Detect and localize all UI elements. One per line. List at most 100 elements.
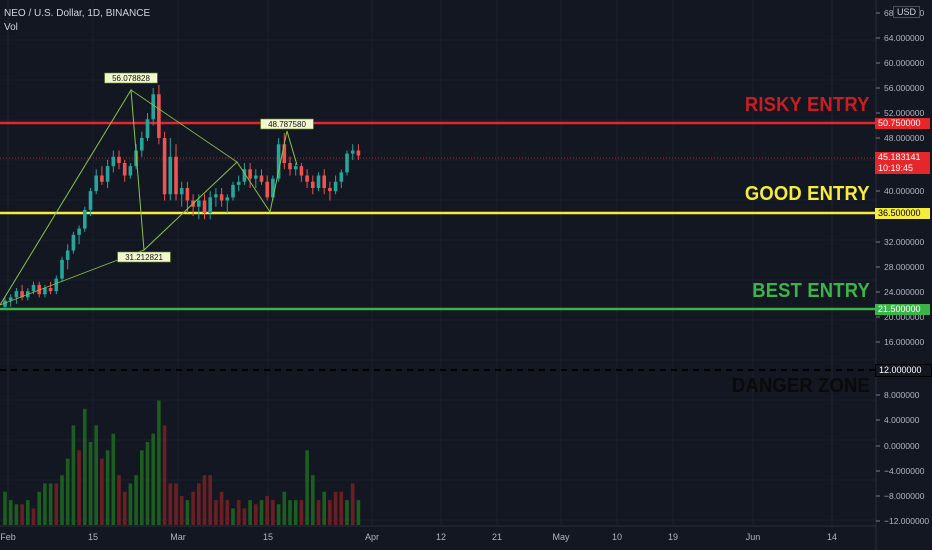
time-tick-label: 15 [263, 532, 273, 542]
volume-bar [105, 450, 110, 525]
time-tick-label: Feb [0, 532, 16, 542]
volume-bar [276, 504, 281, 525]
pattern-leg [130, 89, 238, 163]
danger-zone-label: DANGER ZONE [732, 375, 870, 397]
candle-body [219, 194, 224, 201]
price-tick-label: 32.000000 [884, 237, 924, 247]
volume-bar [254, 504, 258, 525]
candle-body [185, 188, 190, 201]
volume-bar [83, 408, 87, 525]
risky-entry-label: RISKY ENTRY [745, 94, 870, 116]
volume-bar [117, 475, 121, 525]
volume-bar [316, 500, 321, 525]
candle-body [339, 172, 344, 182]
volume-bar [328, 500, 332, 525]
volume-bar [271, 500, 275, 525]
candle-body [214, 194, 218, 198]
best-entry-label: BEST ENTRY [752, 280, 870, 302]
volume-bar [111, 433, 116, 525]
volume-bar [356, 500, 361, 525]
candle-body [37, 284, 41, 295]
second-peak-value-label: 48.787580 [268, 120, 306, 129]
candle-body [208, 197, 212, 213]
time-tick-label: 14 [827, 532, 837, 542]
candle-body [322, 175, 326, 188]
candle-body [225, 197, 230, 201]
price-tick-label: 48.000000 [884, 133, 924, 143]
volume-bar [179, 495, 184, 525]
price-tick-label: 8.000000 [884, 390, 920, 400]
price-tick-label: 16.000000 [884, 337, 924, 347]
time-tick-label: May [552, 532, 570, 542]
good-level-tag: 36.500000 [875, 208, 930, 219]
candle-body [100, 175, 104, 182]
candle-body [145, 119, 150, 138]
time-tick-label: 15 [88, 532, 98, 542]
volume-bar [157, 400, 161, 525]
price-tick-label: 4.000000 [884, 415, 920, 425]
second-peak-value-label-bg [260, 118, 314, 130]
candle-body [20, 291, 24, 298]
candle-body [117, 156, 121, 163]
volume-bar [208, 475, 212, 525]
symbol-title[interactable]: NEO / U.S. Dollar, 1D, BINANCE [4, 8, 151, 19]
candle-body [151, 94, 155, 120]
time-tick-label: 21 [492, 532, 502, 542]
volume-bar [282, 491, 287, 525]
volume-bar [8, 500, 13, 525]
candle-body [174, 156, 178, 195]
candle-body [350, 150, 355, 154]
volume-bar [333, 491, 338, 525]
volume-bar [242, 508, 247, 525]
volume-bar [128, 483, 133, 525]
time-tick-label: Mar [170, 532, 186, 542]
price-tick-label: 20.000000 [884, 312, 924, 322]
candle-body [83, 209, 87, 229]
volume-bar [71, 425, 76, 525]
bar-countdown: 10:19:45 [875, 163, 930, 174]
volume-bar [3, 491, 7, 525]
time-tick-label: Jun [746, 532, 761, 542]
volume-bar [339, 491, 344, 525]
volume-bar [145, 442, 150, 525]
price-tick-label: −4.000000 [884, 466, 925, 476]
volume-bar [259, 500, 264, 525]
price-tick-label: 28.000000 [884, 262, 924, 272]
volume-bar [197, 483, 201, 525]
volume-bar [191, 491, 195, 525]
danger-level-tag: 12.000000 [875, 364, 932, 377]
volume-bar [174, 483, 178, 525]
candle-body [265, 181, 269, 198]
volume-bar [293, 500, 298, 525]
time-tick-label: 19 [668, 532, 678, 542]
trough-value-label-bg [117, 251, 171, 263]
price-tick-label: −8.000000 [884, 491, 925, 501]
candle-body [54, 278, 59, 292]
currency-badge[interactable]: USD [892, 6, 920, 18]
volume-bar [236, 500, 241, 525]
volume-bar [26, 500, 30, 525]
volume-bar [202, 475, 207, 525]
candle-body [333, 181, 338, 192]
candle-body [162, 138, 167, 195]
volume-bar [65, 458, 70, 525]
volume-bar [311, 475, 315, 525]
candle-body [179, 188, 184, 195]
candle-body [271, 178, 275, 198]
candle-body [282, 144, 287, 163]
candle-body [48, 288, 53, 292]
peak-value-label: 56.078828 [112, 74, 150, 83]
volume-bar [77, 450, 81, 525]
peak-value-label-bg [104, 72, 158, 84]
trough-value-label: 31.212821 [125, 253, 163, 262]
volume-bar [265, 495, 269, 525]
candle-body [254, 175, 258, 179]
candle-body [71, 234, 76, 251]
volume-bar [151, 433, 155, 525]
good-entry-label: GOOD ENTRY [745, 183, 870, 205]
volume-indicator-label[interactable]: Vol [4, 22, 18, 33]
price-tick-label: 0.000000 [884, 441, 920, 451]
candle-body [316, 175, 321, 188]
volume-bar [88, 442, 93, 525]
